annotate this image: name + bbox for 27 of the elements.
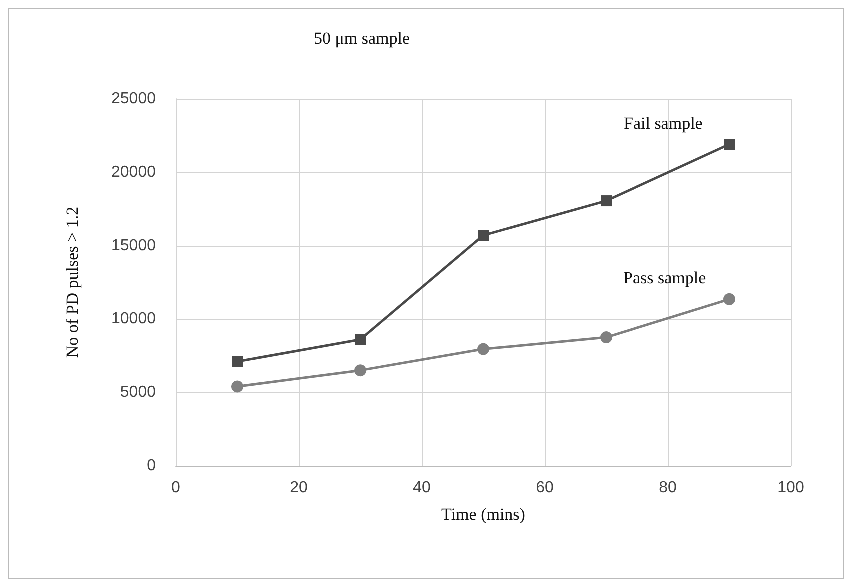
y-tick-label: 5000 — [120, 384, 156, 402]
series-label: Pass sample — [624, 268, 706, 288]
point — [478, 230, 489, 242]
point — [478, 343, 490, 356]
point — [232, 356, 243, 368]
x-tick-label: 0 — [172, 480, 181, 496]
x-tick-label: 20 — [290, 480, 308, 496]
point — [724, 139, 735, 150]
y-tick-label: 25000 — [112, 90, 156, 108]
point — [724, 293, 736, 306]
y-tick-label: 0 — [147, 458, 156, 474]
y-tick-label: 15000 — [112, 237, 156, 254]
x-tick-label: 60 — [536, 480, 554, 496]
series-label: Fail sample — [624, 114, 703, 134]
y-axis-title: No of PD pulses > 1.2 — [63, 206, 82, 358]
point — [355, 334, 366, 346]
point — [354, 364, 366, 377]
x-axis-title: Time (mins) — [442, 505, 526, 524]
chart-title: 50 μm sample — [314, 29, 410, 48]
point — [232, 380, 244, 393]
point — [601, 196, 612, 207]
point — [600, 332, 612, 344]
y-tick-label: 20000 — [112, 164, 156, 181]
x-tick-label: 80 — [659, 480, 677, 496]
y-tick-label: 10000 — [112, 310, 156, 328]
x-tick-label: 100 — [778, 480, 804, 496]
x-tick-label: 40 — [413, 480, 431, 496]
